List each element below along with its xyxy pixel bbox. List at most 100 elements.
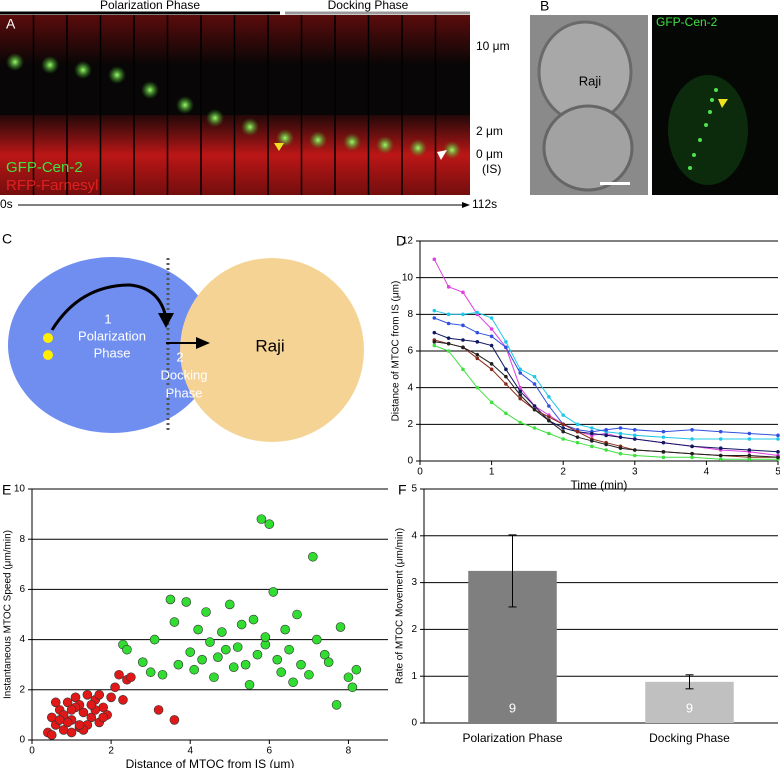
data-point (475, 330, 480, 335)
data-point (604, 433, 608, 438)
x-tick-label: 5 (775, 467, 780, 478)
y-axis-title: Rate of MTOC Movement (μm/min) (395, 528, 406, 684)
x-axis-title: Distance of MTOC from IS (μm) (126, 757, 295, 768)
data-point (475, 356, 480, 361)
data-point (256, 514, 267, 524)
data-point (268, 587, 279, 597)
data-point (489, 367, 494, 372)
data-line (434, 341, 779, 458)
data-point (561, 437, 565, 441)
data-point (205, 637, 215, 647)
y-tick-label: 6 (19, 584, 25, 595)
step-number: 1 (104, 311, 111, 326)
data-point (308, 551, 318, 562)
data-point (173, 659, 184, 670)
y-tick-label: 10 (402, 272, 414, 283)
data-point (690, 455, 694, 460)
cell-label: Raji (579, 73, 602, 88)
data-point (66, 705, 77, 715)
data-point (489, 343, 494, 348)
data-point (532, 382, 537, 386)
data-point (661, 440, 666, 445)
y-tick-label: 12 (402, 236, 414, 247)
data-point (461, 367, 465, 372)
data-point (260, 632, 271, 642)
data-point (54, 715, 65, 725)
data-point (575, 435, 580, 439)
y-axis-title: Instantaneous MTOC Speed (μm/min) (3, 530, 14, 699)
data-point (618, 446, 623, 450)
data-point (690, 444, 694, 449)
data-point (604, 428, 608, 432)
data-point (489, 400, 494, 405)
diagram (8, 257, 364, 442)
data-point (126, 672, 136, 683)
data-point (114, 669, 124, 680)
data-point (776, 437, 780, 441)
data-point (446, 349, 451, 353)
data-point (633, 437, 637, 441)
channel-label: RFP-Farnesyl (6, 177, 99, 194)
phase-label: Docking Phase (328, 0, 409, 12)
data-point (504, 374, 508, 379)
data-point (432, 308, 437, 313)
data-point (432, 316, 437, 320)
data-point (547, 418, 551, 423)
data-point (489, 334, 494, 339)
data-point (489, 316, 494, 320)
data-point (561, 426, 565, 430)
y-tick-label: 2 (411, 624, 417, 635)
n-label: 9 (686, 700, 693, 715)
data-point (590, 426, 594, 430)
data-point (288, 677, 298, 688)
data-point (165, 594, 176, 605)
data-point (747, 453, 752, 458)
data-point (50, 697, 61, 708)
data-point (661, 435, 666, 439)
data-line (434, 339, 778, 458)
x-tick-label: Polarization Phase (462, 731, 562, 745)
data-point (62, 717, 73, 728)
data-point (547, 415, 551, 419)
x-tick-label: 0 (417, 467, 423, 478)
data-point (197, 654, 207, 665)
data-point (661, 450, 666, 454)
data-point (319, 649, 330, 660)
data-point (149, 634, 160, 645)
step-label: Polarization (78, 328, 146, 343)
brightfield-image (530, 15, 648, 195)
data-point (633, 448, 637, 452)
y-tick-label: 8 (407, 309, 413, 320)
data-point (504, 345, 508, 350)
x-axis-title: Time (min) (571, 478, 628, 492)
data-point (351, 664, 362, 675)
data-point (181, 597, 192, 607)
channel-label: GFP-Cen-2 (6, 159, 83, 176)
x-tick-label: Docking Phase (649, 731, 730, 745)
panel-label: F (398, 482, 407, 498)
y-tick-label: 0 (19, 735, 25, 746)
data-point (776, 433, 780, 438)
target-label: Raji (255, 336, 284, 355)
data-point (110, 682, 120, 693)
data-point (547, 395, 551, 399)
y-tick-label: 2 (19, 684, 25, 695)
data-point (224, 599, 235, 610)
panel-label: D (396, 233, 406, 249)
data-point (240, 659, 251, 670)
data-point (575, 422, 580, 427)
data-point (461, 290, 465, 295)
data-point (236, 619, 247, 630)
data-point (590, 439, 594, 443)
data-point (547, 431, 551, 436)
data-line (434, 332, 779, 453)
data-point (193, 624, 203, 635)
data-point (561, 413, 565, 417)
data-point (335, 622, 346, 632)
x-tick-label: 2 (108, 746, 114, 757)
data-point (461, 323, 465, 328)
data-point (221, 644, 231, 655)
data-point (284, 644, 294, 655)
data-point (74, 720, 85, 730)
